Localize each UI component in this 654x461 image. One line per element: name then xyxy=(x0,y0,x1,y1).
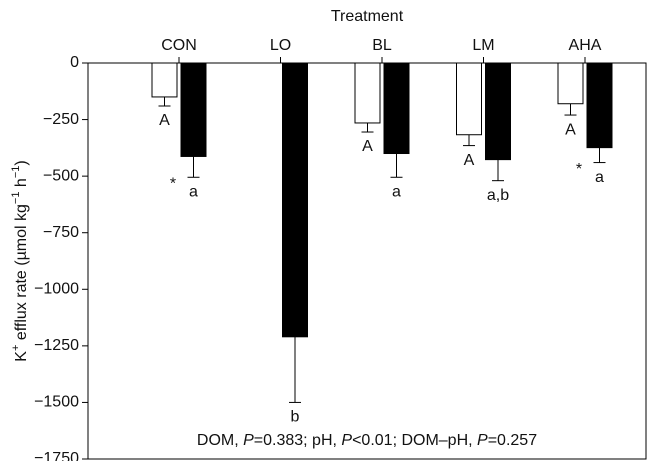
significance-star: * xyxy=(170,175,176,192)
significance-letter: a xyxy=(392,183,401,200)
y-tick-label: 0 xyxy=(70,54,79,71)
y-axis-title-part: efflux rate (µmol kg xyxy=(13,204,30,345)
bar xyxy=(151,62,178,98)
y-axis-title-part: −1 xyxy=(10,192,22,205)
note-part: P xyxy=(243,432,254,449)
significance-letter: A xyxy=(362,138,373,155)
significance-letter: a xyxy=(189,183,198,200)
bar xyxy=(282,62,308,338)
y-axis-title-part: K xyxy=(13,351,30,362)
note-part: =0.383; pH, xyxy=(254,432,342,449)
bar xyxy=(180,62,207,157)
x-tick-label: AHA xyxy=(569,37,602,54)
note-part: <0.01; DOM–pH, xyxy=(352,432,477,449)
bar xyxy=(586,62,613,149)
note: DOM, P=0.383; pH, P<0.01; DOM–pH, P=0.25… xyxy=(197,432,537,449)
note-part: =0.257 xyxy=(488,432,537,449)
x-tick-label: LO xyxy=(270,37,291,54)
y-tick-label: −500 xyxy=(43,167,79,184)
x-tick-label: LM xyxy=(472,37,494,54)
bar xyxy=(354,62,381,124)
significance-letter: A xyxy=(464,152,475,169)
y-axis-title-part: + xyxy=(10,345,22,351)
note-part: P xyxy=(477,432,488,449)
note-part: DOM, xyxy=(197,432,243,449)
y-axis-title-part: ) xyxy=(13,160,30,165)
x-axis-title: Treatment xyxy=(331,8,404,25)
significance-star: * xyxy=(576,161,582,178)
bar xyxy=(456,62,482,136)
bar xyxy=(557,62,584,105)
y-tick-label: −250 xyxy=(43,111,79,128)
y-tick-label: −1750 xyxy=(34,450,79,461)
significance-letter: a,b xyxy=(487,187,509,204)
bar xyxy=(383,62,410,155)
y-tick-label: −1250 xyxy=(34,337,79,354)
significance-letter: A xyxy=(159,112,170,129)
x-tick-label: BL xyxy=(372,37,392,54)
y-tick-label: −750 xyxy=(43,224,79,241)
y-axis-title-part: h xyxy=(13,178,30,191)
y-axis-title-part: −1 xyxy=(10,166,22,179)
significance-letter: A xyxy=(565,121,576,138)
note-part: P xyxy=(341,432,352,449)
y-axis-title: K+ efflux rate (µmol kg−1 h−1) xyxy=(10,160,30,361)
x-tick-label: CON xyxy=(161,37,197,54)
y-tick-label: −1500 xyxy=(34,394,79,411)
significance-letter: a xyxy=(595,169,604,186)
bar xyxy=(485,62,511,161)
y-tick-label: −1000 xyxy=(34,281,79,298)
significance-letter: b xyxy=(291,409,300,426)
